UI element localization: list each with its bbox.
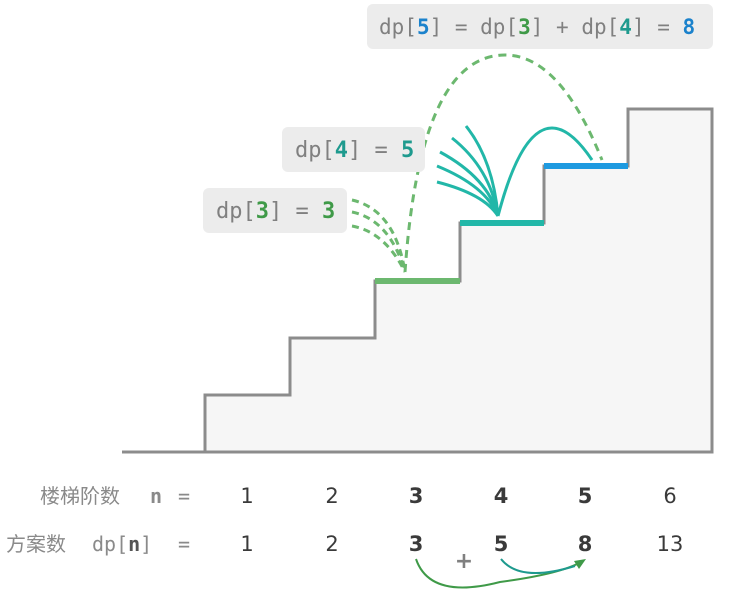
- row-steps: 楼梯阶数 n = 1 2 3 4 5 6: [40, 484, 677, 508]
- row-ways-value-2: 2: [325, 532, 338, 556]
- row-ways-value-1: 1: [240, 532, 253, 556]
- row-ways-value-5: 8: [578, 532, 593, 556]
- plus-sign: +: [455, 549, 473, 574]
- dp5-arc-from-step4: [496, 126, 594, 217]
- row-steps-value-5: 5: [578, 484, 593, 508]
- row-steps-value-2: 2: [325, 484, 338, 508]
- row-ways-label: 方案数: [6, 532, 66, 556]
- sum-arrowhead: [574, 559, 586, 569]
- row-ways: 方案数 dp[n] = 1 2 3 5 8 13: [6, 532, 683, 556]
- dp4-paths: [436, 125, 500, 217]
- dp4-label-box: [282, 127, 425, 172]
- row-steps-value-6: 6: [663, 484, 676, 508]
- row-ways-var: dp[n]: [92, 532, 152, 556]
- dp3-label: dp[3] = 3: [216, 199, 335, 224]
- row-ways-value-6: 13: [657, 532, 684, 556]
- staircase-outline: [122, 107, 714, 454]
- dp3-paths: [351, 198, 407, 273]
- sum-arrow-from-dp4: [500, 558, 576, 575]
- row-ways-value-3: 3: [409, 532, 424, 556]
- row-ways-value-4: 5: [494, 532, 509, 556]
- row-steps-value-4: 4: [494, 484, 509, 508]
- row-steps-label: 楼梯阶数: [40, 484, 120, 508]
- dp4-label: dp[4] = 5: [295, 138, 414, 163]
- dp5-label-box: [367, 4, 713, 49]
- sum-arrow-from-dp3: [415, 558, 582, 589]
- row-steps-value-1: 1: [240, 484, 253, 508]
- staircase-fill: [205, 109, 712, 452]
- row-steps-value-3: 3: [409, 484, 424, 508]
- row-steps-eq: =: [178, 484, 190, 508]
- dp3-label-box: [203, 188, 347, 233]
- row-ways-eq: =: [178, 532, 190, 556]
- row-steps-var: n: [150, 484, 162, 508]
- dp5-label: dp[5] = dp[3] + dp[4] = 8: [379, 15, 695, 39]
